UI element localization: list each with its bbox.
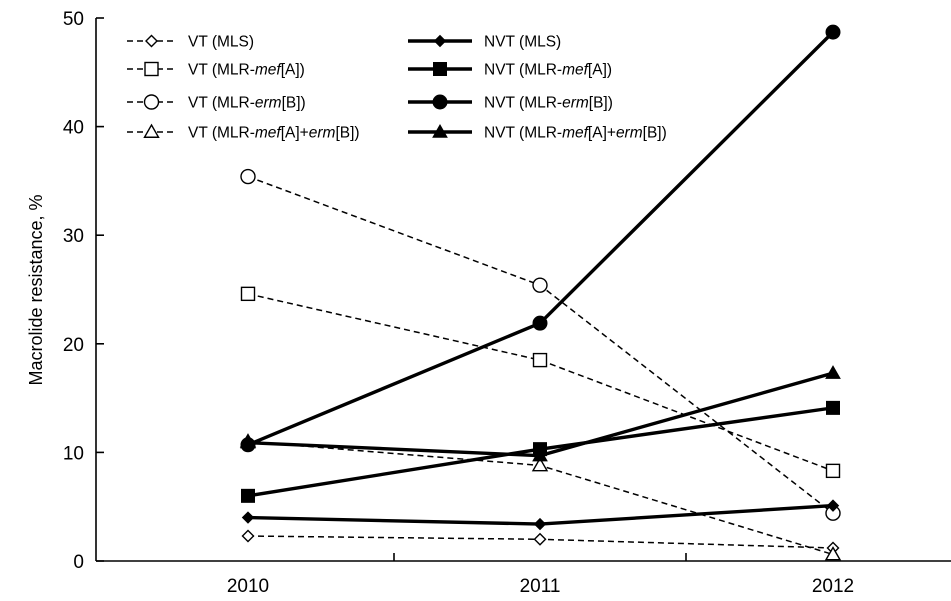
y-tick-label: 30: [63, 226, 84, 247]
y-tick-label: 0: [73, 552, 84, 573]
legend-label: VT (MLR-mef[A]): [188, 62, 305, 79]
y-tick-label: 50: [63, 9, 84, 30]
legend-entry: NVT (MLR-erm[B]): [408, 94, 613, 112]
legend-label: VT (MLS): [188, 34, 254, 51]
series-0: [241, 529, 840, 555]
legend-marker: [143, 123, 160, 138]
legend-marker: [144, 61, 159, 77]
legend-marker: [145, 34, 158, 48]
data-point: [532, 277, 548, 293]
legend-marker: [432, 94, 448, 110]
legend-label: VT (MLR-erm[B]): [188, 95, 306, 112]
data-point: [240, 168, 256, 185]
y-tick-label: 10: [63, 443, 84, 464]
legend-entry: VT (MLR-mef[A]+erm[B]): [127, 123, 360, 142]
axes: 0 10 20 30 40 50 2010 2011 2012: [63, 9, 951, 597]
data-point: [532, 447, 548, 462]
data-point: [240, 434, 256, 449]
legend-label: NVT (MLR-mef[A]): [484, 62, 612, 79]
legend-marker: [433, 62, 447, 76]
data-point: [240, 286, 256, 302]
data-point: [824, 546, 842, 561]
series-1: [240, 286, 841, 479]
legend: VT (MLS) VT (MLR-mef[A]) VT (MLR-erm[B]) VT…: [127, 34, 667, 142]
data-point: [532, 315, 548, 331]
y-axis-title: Macrolide resistance, %: [26, 194, 46, 385]
data-point: [533, 517, 547, 531]
data-point: [241, 511, 255, 524]
data-point: [825, 24, 841, 40]
x-tick-label: 2012: [812, 576, 854, 597]
legend-marker: [143, 94, 160, 110]
y-tick-label: 20: [63, 335, 84, 356]
x-tick-label: 2010: [227, 576, 269, 597]
data-point: [241, 529, 255, 543]
series-7: [240, 365, 841, 462]
series-4: [241, 499, 840, 531]
legend-label: NVT (MLR-erm[B]): [484, 95, 613, 112]
legend-label: NVT (MLR-mef[A]+erm[B]): [484, 125, 667, 142]
data-point: [532, 352, 548, 368]
series-6: [240, 24, 841, 453]
legend-marker: [433, 34, 447, 48]
legend-entry: NVT (MLR-mef[A]): [408, 62, 612, 79]
data-point: [826, 400, 840, 415]
data-point: [826, 499, 840, 512]
legend-marker: [432, 123, 448, 138]
y-tick-label: 40: [63, 118, 84, 139]
legend-entry: VT (MLR-erm[B]): [127, 94, 306, 112]
data-point: [825, 365, 841, 379]
legend-entry: NVT (MLS): [408, 34, 561, 51]
legend-entry: VT (MLS): [127, 34, 254, 51]
series-layer: [239, 24, 842, 561]
legend-entry: NVT (MLR-mef[A]+erm[B]): [408, 123, 667, 142]
x-tick-label: 2011: [520, 576, 561, 597]
series-2: [240, 168, 841, 521]
data-point: [531, 457, 549, 472]
legend-label: NVT (MLS): [484, 34, 561, 51]
data-point: [533, 532, 547, 546]
data-point: [825, 463, 841, 479]
legend-entry: VT (MLR-mef[A]): [127, 62, 305, 79]
data-point: [241, 488, 255, 503]
legend-label: VT (MLR-mef[A]+erm[B]): [188, 125, 360, 142]
